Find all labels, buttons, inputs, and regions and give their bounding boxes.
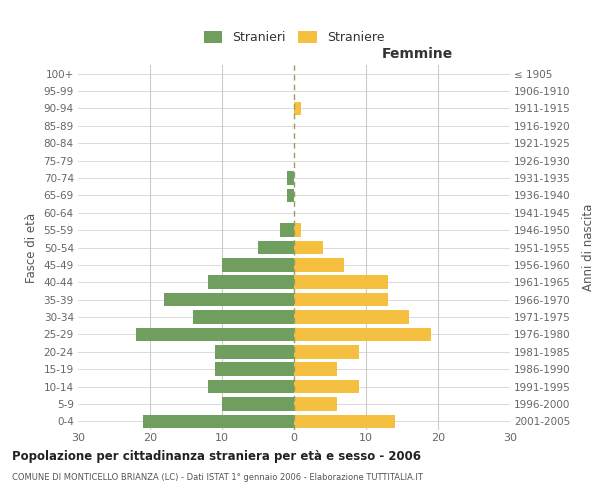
Bar [215, 362, 294, 376]
Bar [294, 328, 431, 341]
Bar [294, 258, 344, 272]
Text: COMUNE DI MONTICELLO BRIANZA (LC) - Dati ISTAT 1° gennaio 2006 - Elaborazione TU: COMUNE DI MONTICELLO BRIANZA (LC) - Dati… [12, 472, 423, 482]
Bar [208, 380, 294, 394]
Y-axis label: Fasce di età: Fasce di età [25, 212, 38, 282]
Bar [215, 345, 294, 358]
Bar [294, 414, 395, 428]
Bar [143, 414, 294, 428]
Bar [164, 293, 294, 306]
Bar [222, 258, 294, 272]
Bar [287, 188, 294, 202]
Bar [287, 171, 294, 185]
Bar [294, 240, 323, 254]
Legend: Stranieri, Straniere: Stranieri, Straniere [200, 28, 388, 48]
Bar [294, 276, 388, 289]
Bar [294, 345, 359, 358]
Bar [294, 224, 301, 237]
Bar [258, 240, 294, 254]
Text: Femmine: Femmine [382, 48, 453, 62]
Bar [294, 102, 301, 115]
Bar [294, 397, 337, 410]
Bar [294, 380, 359, 394]
Bar [294, 310, 409, 324]
Bar [193, 310, 294, 324]
Bar [280, 224, 294, 237]
Bar [294, 293, 388, 306]
Bar [208, 276, 294, 289]
Bar [136, 328, 294, 341]
Text: Popolazione per cittadinanza straniera per età e sesso - 2006: Popolazione per cittadinanza straniera p… [12, 450, 421, 463]
Bar [294, 362, 337, 376]
Y-axis label: Anni di nascita: Anni di nascita [582, 204, 595, 291]
Bar [222, 397, 294, 410]
